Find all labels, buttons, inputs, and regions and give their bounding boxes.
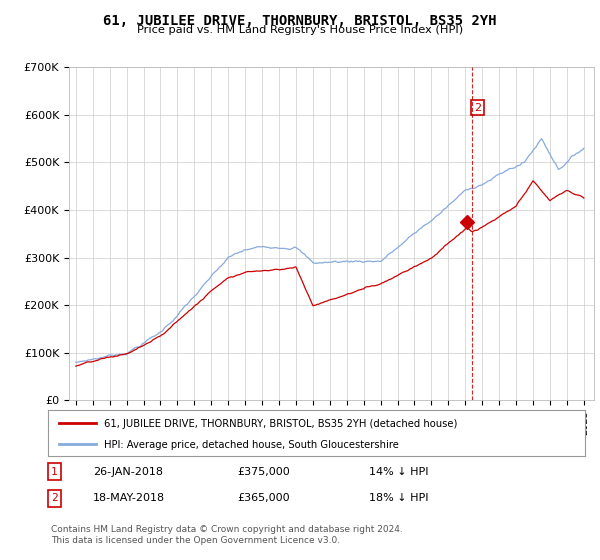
Text: Contains HM Land Registry data © Crown copyright and database right 2024.
This d: Contains HM Land Registry data © Crown c…: [51, 525, 403, 545]
Text: 1: 1: [51, 466, 58, 477]
Text: 2: 2: [51, 493, 58, 503]
Text: Price paid vs. HM Land Registry's House Price Index (HPI): Price paid vs. HM Land Registry's House …: [137, 25, 463, 35]
Text: 14% ↓ HPI: 14% ↓ HPI: [369, 466, 428, 477]
Text: 18% ↓ HPI: 18% ↓ HPI: [369, 493, 428, 503]
Text: 2: 2: [474, 102, 481, 113]
Text: 61, JUBILEE DRIVE, THORNBURY, BRISTOL, BS35 2YH (detached house): 61, JUBILEE DRIVE, THORNBURY, BRISTOL, B…: [104, 419, 458, 430]
Text: 26-JAN-2018: 26-JAN-2018: [93, 466, 163, 477]
Text: £365,000: £365,000: [237, 493, 290, 503]
Text: 18-MAY-2018: 18-MAY-2018: [93, 493, 165, 503]
Text: £375,000: £375,000: [237, 466, 290, 477]
Text: 61, JUBILEE DRIVE, THORNBURY, BRISTOL, BS35 2YH: 61, JUBILEE DRIVE, THORNBURY, BRISTOL, B…: [103, 14, 497, 28]
Text: HPI: Average price, detached house, South Gloucestershire: HPI: Average price, detached house, Sout…: [104, 440, 399, 450]
